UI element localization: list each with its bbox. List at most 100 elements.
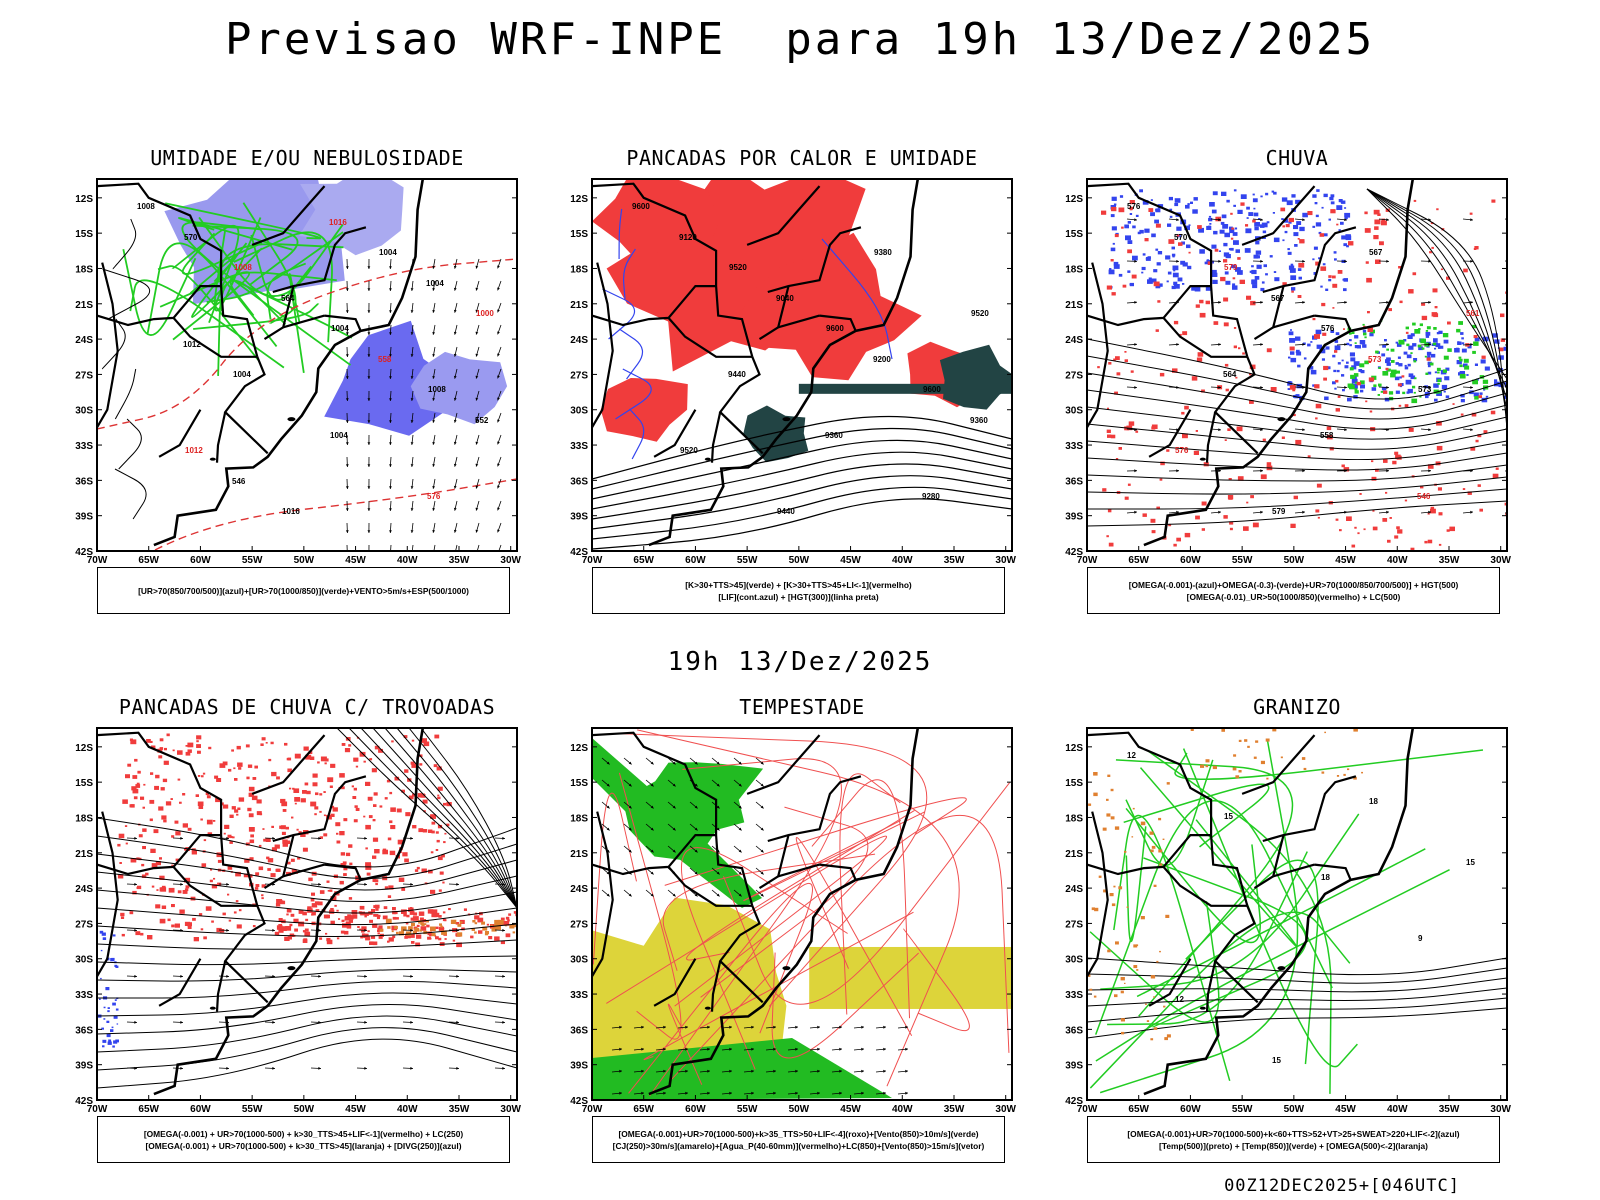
convection-fill-red [452, 939, 456, 942]
omega-fill-green [1413, 391, 1416, 394]
wind-vector-head [641, 1069, 644, 1073]
omega-fill-blue [1312, 258, 1315, 261]
omega-fill-blue [1172, 272, 1179, 278]
contour-label: 9280 [922, 492, 940, 501]
streamline-arrow-head [1260, 343, 1263, 346]
rain-fill-red [1389, 517, 1392, 519]
wind-arrow-head [389, 310, 392, 313]
rain-fill-red [1252, 219, 1256, 223]
convection-fill-red [355, 807, 360, 811]
panel-title: GRANIZO [1253, 695, 1341, 719]
omega500-fill-orange [1140, 821, 1146, 826]
wind-vector-head [619, 1025, 622, 1029]
rain-fill-red [1373, 235, 1379, 240]
wind-vector-head [716, 805, 720, 809]
convection-fill-red [330, 908, 334, 911]
omega-fill-blue [1274, 277, 1280, 282]
rain-fill-red [1427, 512, 1430, 515]
lon-label: 55W [737, 555, 758, 566]
divergence-fill-blue [100, 949, 103, 952]
panel-legend: [OMEGA(-0.001)+UR>70(1000-500)+k>35_TTS>… [592, 1116, 1005, 1163]
contour-label: 579 [1224, 263, 1238, 272]
omega-fill-blue [1347, 397, 1352, 402]
streamline-arrow-head [1134, 301, 1137, 304]
omega-fill-blue [1410, 333, 1415, 337]
omega-fill-blue [1351, 365, 1357, 370]
convection-fill-red [280, 798, 286, 804]
convection-fill-red [444, 938, 447, 940]
lon-label: 65W [633, 555, 654, 566]
temp850-contour-green [1182, 748, 1358, 1068]
lat-label: 42S [570, 1096, 588, 1107]
legend-line: [CJ(250)>30m/s](amarelo)+[Agua_P(40-60mm… [612, 1140, 985, 1151]
omega500-fill-orange [1120, 1018, 1125, 1022]
convection-fill-red [159, 918, 166, 924]
streamline-250 [97, 1027, 517, 1071]
convection-fill-red [508, 913, 512, 916]
pressure-isobar [102, 268, 151, 320]
convection-fill-red [375, 883, 378, 886]
convection-fill-red [421, 868, 427, 873]
omega-fill-blue [1427, 365, 1431, 368]
streamline-arrow-head [226, 974, 229, 978]
omega-fill-green [1456, 328, 1461, 333]
omega-fill-blue [1399, 376, 1402, 379]
convection-fill-red [474, 915, 480, 920]
convection-fill-red [411, 941, 415, 944]
convection-fill-red [135, 931, 141, 936]
omega-fill-blue [1232, 283, 1236, 286]
convection-fill-red [182, 793, 186, 796]
streamline-arrow-head [318, 836, 321, 840]
hgt300-contour [592, 498, 1012, 550]
wind-arrow-head [410, 398, 414, 401]
streamline-250 [97, 1015, 517, 1053]
streamline-arrow-head [134, 928, 137, 932]
omega-fill-blue [1369, 332, 1374, 337]
omega-fill-blue [1362, 329, 1367, 333]
omega-fill-blue [1324, 396, 1329, 401]
wind-arrow-head [475, 441, 479, 445]
convection-fill-red [435, 831, 439, 834]
rain-fill-red [1173, 320, 1179, 325]
divergence-fill-blue [115, 1008, 119, 1011]
convection-fill-red [258, 844, 262, 847]
omega-fill-blue [1412, 343, 1417, 347]
convection-fill-red [398, 877, 405, 882]
convection-fill-red [375, 908, 379, 911]
omega-fill-green [1412, 322, 1416, 326]
wind-vector-head [694, 761, 698, 765]
omega-fill-blue [1344, 212, 1351, 218]
omega-fill-blue [1326, 366, 1331, 370]
omega500-fill-orange [1153, 884, 1157, 887]
omega-fill-green [1432, 342, 1437, 346]
omega-fill-blue [1271, 190, 1275, 193]
omega-fill-blue [1437, 346, 1441, 349]
wind-arrow-head [345, 332, 349, 335]
wind-arrow-head [345, 442, 349, 445]
omega500-fill-orange [1093, 995, 1097, 998]
omega-fill-blue [1334, 387, 1337, 390]
omega500-fill-orange [1120, 977, 1125, 981]
instability-fill-red [738, 232, 922, 381]
streamline-250 [97, 980, 517, 999]
rain-fill-red [1151, 530, 1156, 534]
state-border [592, 731, 754, 907]
convection-fill-red [359, 928, 362, 931]
lat-label: 42S [75, 547, 93, 558]
wind-vector-head [619, 1069, 622, 1073]
convection-fill-red [365, 847, 368, 850]
wind-vector-head [861, 1047, 864, 1051]
convection-fill-red [343, 873, 347, 876]
streamline-arrow-head [364, 1020, 367, 1024]
omega-fill-blue [1466, 374, 1469, 376]
lagoon [704, 457, 711, 461]
streamline-arrow-head [180, 1020, 183, 1024]
rain-fill-red [1387, 539, 1391, 543]
omega-fill-green [1406, 343, 1410, 347]
rain-fill-red [1148, 208, 1154, 212]
convection-fill-red [405, 812, 411, 817]
rain-fill-red [1365, 261, 1369, 264]
omega-fill-blue [1387, 357, 1391, 361]
convection-fill-red [129, 911, 134, 915]
state-border [1087, 731, 1249, 907]
